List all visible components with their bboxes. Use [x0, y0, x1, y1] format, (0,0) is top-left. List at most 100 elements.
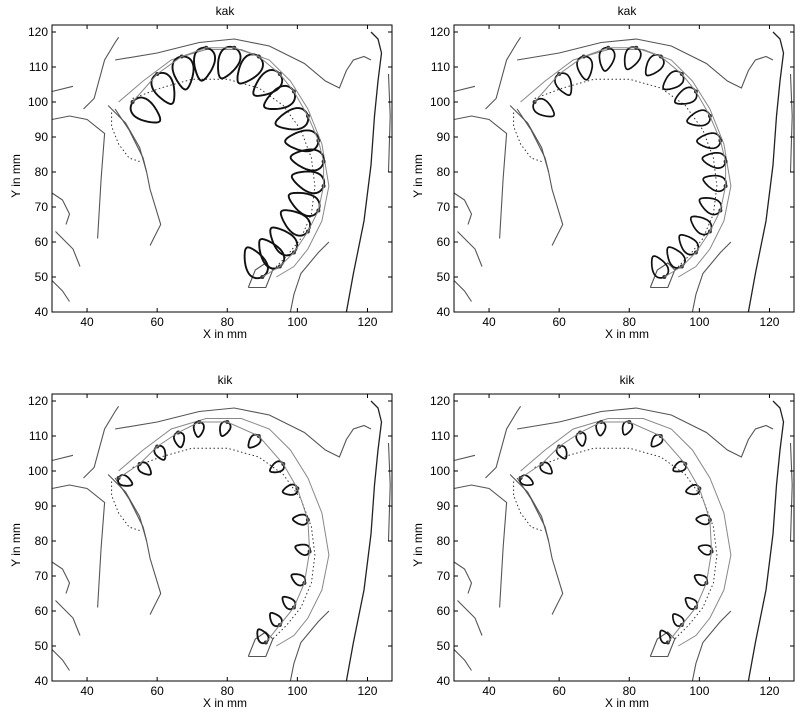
x-axis-label: X in mm	[605, 327, 649, 341]
tongue-tip-contour	[111, 481, 140, 531]
x-tick-label: 100	[689, 684, 709, 698]
trajectory-loop	[219, 420, 232, 437]
vocal-tract-outline	[516, 108, 550, 173]
vocal-tract-outline	[517, 407, 774, 458]
vocal-tract-outline	[247, 631, 274, 658]
trajectory-loop	[153, 445, 167, 461]
y-tick-label: 70	[35, 200, 49, 214]
tongue-rest-contour	[534, 78, 718, 271]
x-axis-label: X in mm	[203, 696, 247, 710]
y-tick-label: 40	[437, 305, 451, 319]
trajectory-loop	[698, 197, 723, 216]
vocal-tract-outline	[457, 231, 483, 267]
y-tick-label: 120	[28, 394, 48, 408]
trajectory-loop	[678, 234, 700, 256]
y-tick-label: 90	[35, 130, 49, 144]
y-tick-label: 90	[35, 499, 49, 513]
vocal-tract-outline	[55, 600, 81, 636]
vocal-tract-outline	[115, 38, 372, 89]
trajectory-loop	[291, 513, 309, 526]
vocal-tract-outline	[516, 477, 550, 542]
vocal-tract-outline	[51, 85, 74, 93]
y-tick-label: 120	[430, 394, 450, 408]
vocal-tract-outline	[457, 600, 483, 636]
vocal-tract-outline	[107, 105, 162, 246]
y-tick-label: 90	[437, 499, 451, 513]
x-tick-label: 80	[221, 315, 235, 329]
vocal-tract-outline	[51, 649, 70, 671]
trajectory-loop	[263, 84, 297, 110]
trajectory-loop	[595, 421, 607, 437]
trajectory-loop	[650, 255, 670, 279]
tongue-rest-contour	[534, 447, 718, 640]
trajectory-loop	[644, 54, 665, 77]
trajectory-loop	[193, 46, 217, 82]
vocal-tract-outline	[509, 474, 564, 615]
axes-frame	[51, 24, 393, 313]
y-axis-label: Y in mm	[411, 523, 425, 567]
vocal-tract-outline	[118, 418, 330, 647]
trajectory-loop	[621, 420, 634, 436]
trajectory-loop	[243, 246, 269, 280]
trajectory-loop	[287, 191, 321, 218]
x-tick-label: 80	[221, 684, 235, 698]
tongue-tip-contour	[513, 481, 542, 531]
y-tick-label: 80	[437, 165, 451, 179]
trajectory-loop	[247, 433, 262, 449]
trajectory-loop	[281, 483, 299, 496]
trajectory-loop	[539, 461, 553, 475]
vocal-tract-outline	[649, 262, 676, 289]
vocal-tract-outline	[51, 280, 70, 302]
trajectory-loop	[290, 170, 326, 195]
trajectory-loop	[117, 474, 134, 487]
vocal-tract-outline	[114, 108, 148, 173]
x-tick-label: 80	[623, 684, 637, 698]
trajectory-loop	[192, 421, 205, 438]
vocal-tract-outline	[453, 561, 473, 594]
trajectory-loop	[150, 71, 176, 105]
panel-top-left: kak X in mm Y in mm 40 60 80 100 120 40 50 60 70…	[9, 4, 393, 341]
trajectory-loop	[294, 543, 311, 556]
y-tick-label: 60	[35, 604, 49, 618]
y-tick-label: 100	[430, 95, 450, 109]
trajectory-loop	[701, 151, 727, 169]
vocal-tract-outline	[789, 442, 793, 542]
trajectory-loop	[623, 46, 642, 71]
x-tick-label: 60	[150, 684, 164, 698]
vocal-tract-outline	[453, 85, 476, 93]
trajectory-loop	[686, 109, 711, 127]
y-tick-label: 120	[430, 25, 450, 39]
sensor-chain-line	[132, 47, 325, 278]
trajectory-loop	[671, 613, 685, 627]
trajectory-loop	[554, 72, 573, 96]
tongue-tip-contour	[111, 112, 140, 162]
vocal-tract-outline	[345, 31, 383, 313]
vocal-tract-outline	[485, 405, 522, 479]
y-tick-label: 60	[437, 235, 451, 249]
x-tick-label: 60	[552, 684, 566, 698]
y-tick-label: 90	[437, 130, 451, 144]
x-tick-label: 60	[552, 315, 566, 329]
y-tick-label: 50	[437, 639, 451, 653]
vocal-tract-outline	[114, 477, 148, 542]
vocal-tract-outline	[51, 454, 74, 462]
sensor-chain-line	[534, 47, 727, 278]
y-tick-label: 60	[437, 604, 451, 618]
trajectory-loop	[274, 107, 310, 131]
vocal-tract-outline	[485, 36, 522, 110]
trajectory-loop	[696, 132, 722, 150]
y-tick-label: 50	[35, 270, 49, 284]
vocal-tract-outline	[747, 31, 785, 313]
y-tick-label: 40	[35, 674, 49, 688]
y-tick-label: 50	[437, 270, 451, 284]
vocal-tract-outline	[51, 192, 71, 225]
vocal-tract-outline	[289, 610, 330, 682]
x-axis-label: X in mm	[203, 327, 247, 341]
trajectory-loop	[279, 209, 312, 237]
trajectory-loop	[173, 431, 186, 449]
x-tick-label: 100	[287, 684, 307, 698]
x-tick-label: 40	[80, 315, 94, 329]
panel-title: kik	[218, 373, 234, 387]
trajectory-loop	[672, 460, 687, 473]
vocal-tract-outline	[453, 454, 476, 462]
